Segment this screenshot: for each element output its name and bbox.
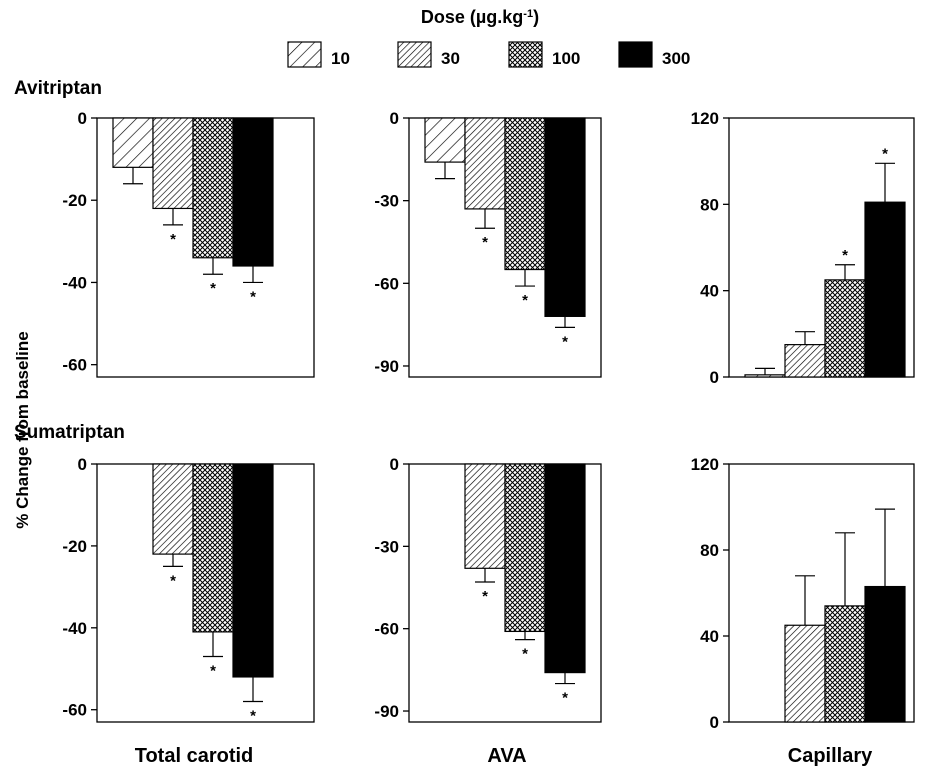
- significance-marker: *: [522, 292, 528, 309]
- bar-dose-30: [152, 463, 194, 555]
- bar-dose-100: [824, 279, 866, 378]
- legend-item-100: 100: [508, 41, 580, 68]
- significance-marker: *: [482, 588, 488, 605]
- legend: Dose (µg.kg-1) 10 30 100 300: [287, 7, 690, 68]
- y-tick-label: 80: [700, 195, 719, 214]
- bar-dose-30: [784, 344, 826, 378]
- panel-sumatriptan-capillary: 0 40 80 120: [691, 455, 915, 732]
- bar-dose-300: [864, 201, 906, 378]
- y-tick-label: -90: [374, 702, 399, 721]
- y-axis-label: % Change from baseline: [13, 331, 32, 528]
- panel-sumatriptan-ava: 0 -30 -60 -90 * * *: [374, 455, 602, 723]
- bar-dose-100: [824, 605, 866, 723]
- bar-dose-30: [784, 624, 826, 723]
- bar-dose-100: [192, 463, 234, 633]
- legend-item-300: 300: [618, 41, 690, 68]
- significance-marker: *: [482, 234, 488, 251]
- bar-dose-10: [424, 117, 466, 163]
- significance-marker: *: [842, 247, 848, 264]
- y-tick-label: 0: [78, 455, 87, 474]
- y-tick-label: -20: [62, 191, 87, 210]
- legend-label-100: 100: [552, 49, 580, 68]
- y-tick-label: -40: [62, 619, 87, 638]
- y-tick-label: -60: [62, 356, 87, 375]
- bar-dose-30: [152, 117, 194, 210]
- column-label-capillary: Capillary: [788, 745, 873, 767]
- bar-dose-300: [864, 585, 906, 723]
- legend-item-10: 10: [287, 41, 350, 68]
- legend-title: Dose (µg.kg-1): [421, 7, 539, 27]
- bar-dose-300: [232, 117, 274, 267]
- significance-marker: *: [250, 288, 256, 305]
- significance-marker: *: [522, 646, 528, 663]
- y-tick-label: 120: [691, 455, 719, 474]
- legend-swatch-10: [287, 41, 322, 68]
- y-tick-label: -60: [374, 274, 399, 293]
- y-tick-label: -60: [62, 701, 87, 720]
- bar-dose-300: [544, 117, 586, 317]
- panel-avitriptan-ava: 0 -30 -60 -90 * * *: [374, 109, 602, 378]
- y-tick-label: -20: [62, 537, 87, 556]
- bar-dose-300: [544, 463, 586, 674]
- legend-label-30: 30: [441, 49, 460, 68]
- row-title-sumatriptan: Sumatriptan: [14, 422, 125, 443]
- bar-dose-10: [112, 117, 154, 168]
- significance-marker: *: [170, 572, 176, 589]
- y-tick-label: 0: [390, 455, 399, 474]
- legend-swatch-100: [508, 41, 543, 68]
- y-tick-label: 80: [700, 541, 719, 560]
- bar-dose-10: [744, 374, 786, 378]
- chart-panels: 0 -20 -40 -60 * * * 0 -30 -60 -90 * * * 0 40 80 120 * * 0 -20…: [62, 109, 915, 732]
- bar-dose-30: [464, 117, 506, 210]
- legend-swatch-30: [397, 41, 432, 68]
- legend-swatch-300: [618, 41, 653, 68]
- significance-marker: *: [562, 333, 568, 350]
- legend-label-10: 10: [331, 49, 350, 68]
- row-title-avitriptan: Avitriptan: [14, 78, 102, 99]
- y-tick-label: 0: [710, 368, 719, 387]
- y-tick-label: -90: [374, 357, 399, 376]
- y-tick-label: -40: [62, 273, 87, 292]
- bar-dose-100: [504, 463, 546, 633]
- significance-marker: *: [250, 708, 256, 725]
- y-tick-label: 0: [78, 109, 87, 128]
- y-tick-label: 40: [700, 627, 719, 646]
- y-tick-label: 0: [710, 713, 719, 732]
- significance-marker: *: [882, 145, 888, 162]
- y-tick-label: 40: [700, 282, 719, 301]
- significance-marker: *: [210, 662, 216, 679]
- y-tick-label: -60: [374, 620, 399, 639]
- y-tick-label: -30: [374, 537, 399, 556]
- significance-marker: *: [562, 690, 568, 707]
- y-tick-label: -30: [374, 192, 399, 211]
- bar-dose-100: [504, 117, 546, 271]
- bar-dose-100: [192, 117, 234, 259]
- column-label-total-carotid: Total carotid: [135, 745, 254, 767]
- panel-sumatriptan-total-carotid: 0 -20 -40 -60 * * *: [62, 455, 315, 725]
- panel-avitriptan-total-carotid: 0 -20 -40 -60 * * *: [62, 109, 315, 378]
- y-tick-label: 120: [691, 109, 719, 128]
- bar-dose-30: [464, 463, 506, 569]
- legend-label-300: 300: [662, 49, 690, 68]
- column-label-ava: AVA: [487, 745, 526, 767]
- panel-avitriptan-capillary: 0 40 80 120 * *: [691, 109, 915, 387]
- legend-item-30: 30: [397, 41, 460, 68]
- significance-marker: *: [210, 280, 216, 297]
- bar-dose-300: [232, 463, 274, 678]
- significance-marker: *: [170, 231, 176, 248]
- y-tick-label: 0: [390, 109, 399, 128]
